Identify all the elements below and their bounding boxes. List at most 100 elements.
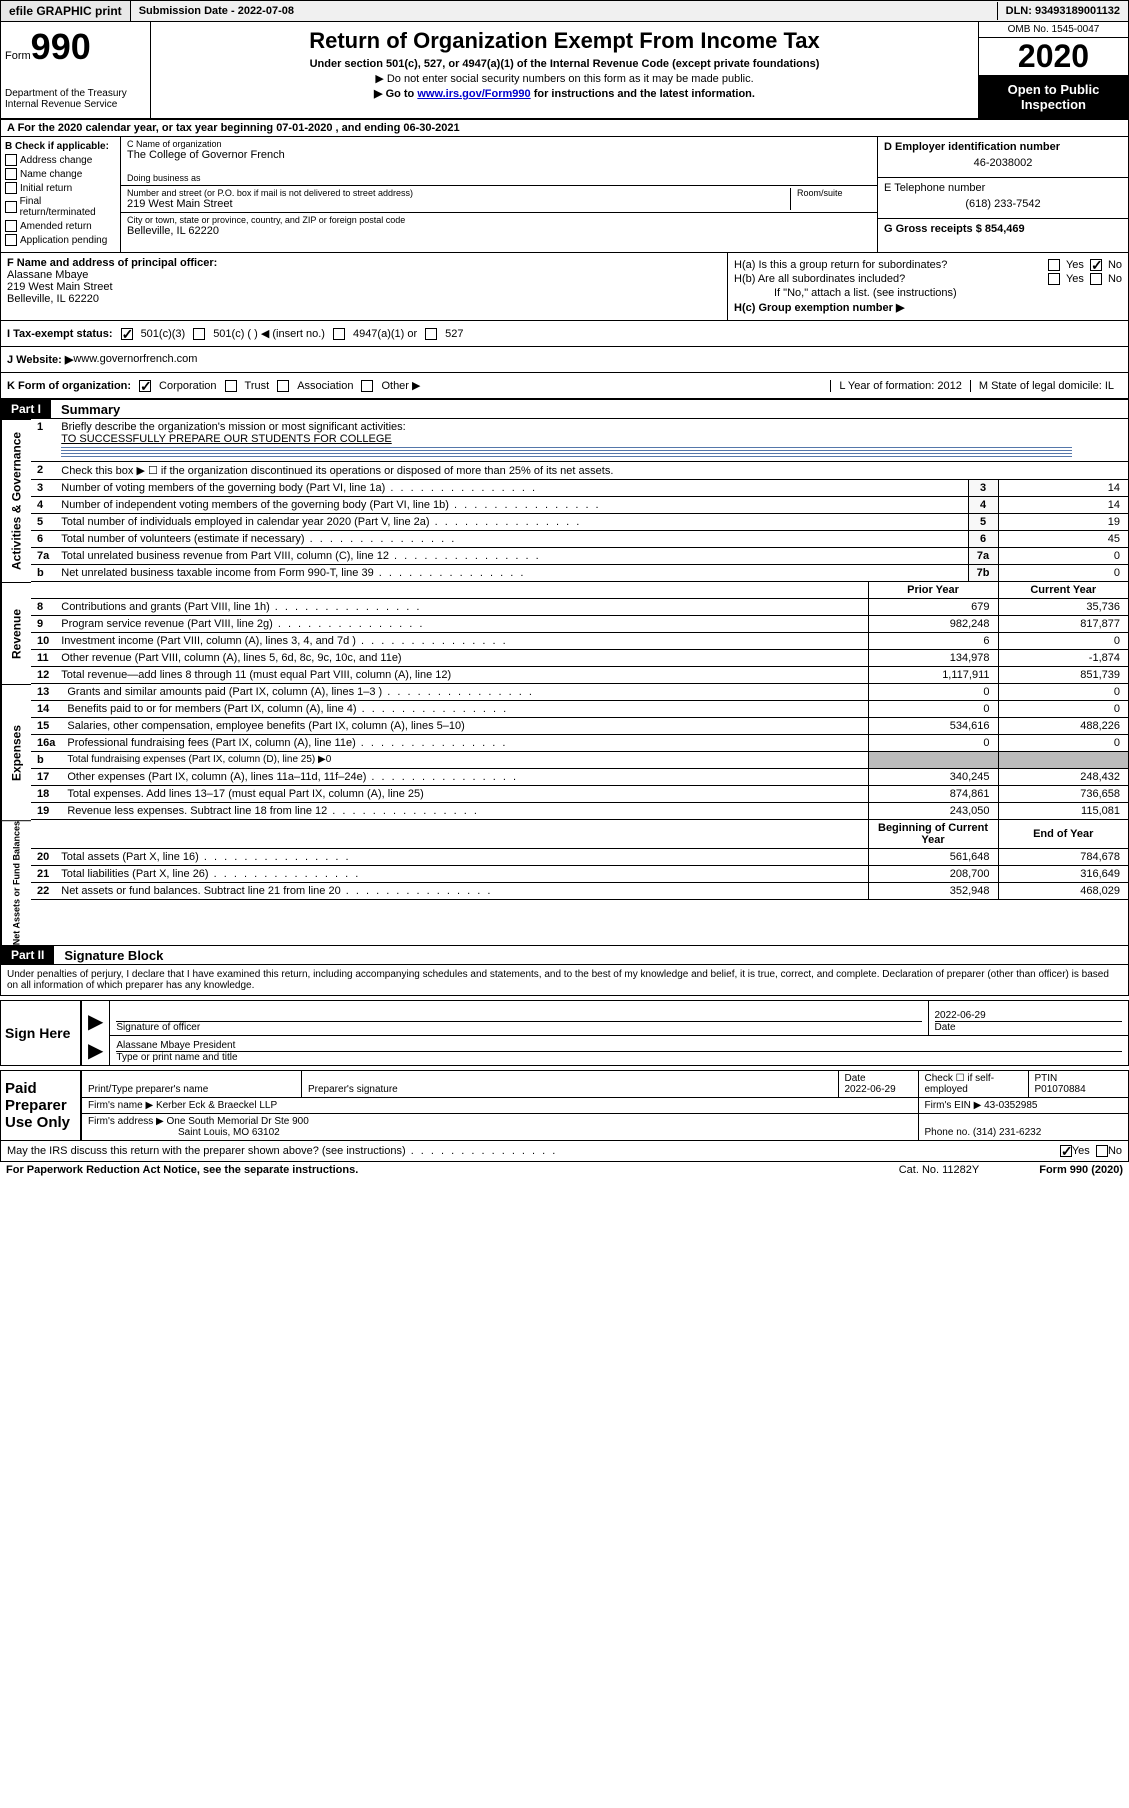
irs-link[interactable]: www.irs.gov/Form990 bbox=[417, 88, 530, 100]
lbl-yes: Yes bbox=[1066, 259, 1084, 271]
table-row: 16aProfessional fundraising fees (Part I… bbox=[31, 735, 1128, 752]
prior-val: 534,616 bbox=[868, 718, 998, 735]
chk-501c[interactable] bbox=[193, 328, 205, 340]
part1-header: Part I Summary bbox=[0, 400, 1129, 419]
section-expenses: Expenses 13Grants and similar amounts pa… bbox=[0, 684, 1129, 820]
line-desc: Total expenses. Add lines 13–17 (must eq… bbox=[61, 786, 868, 803]
table-row: 13Grants and similar amounts paid (Part … bbox=[31, 684, 1128, 701]
part1-tab: Part I bbox=[1, 400, 51, 418]
chk-ha-yes[interactable] bbox=[1048, 259, 1060, 271]
table-row: 8Contributions and grants (Part VIII, li… bbox=[31, 599, 1128, 616]
part2-title: Signature Block bbox=[54, 948, 163, 963]
curr-val: 0 bbox=[998, 633, 1128, 650]
officer-print-name: Alassane Mbaye President bbox=[116, 1040, 235, 1051]
perjury-text: Under penalties of perjury, I declare th… bbox=[0, 965, 1129, 996]
gray-cell bbox=[868, 752, 998, 769]
ptin-label: PTIN bbox=[1035, 1073, 1058, 1084]
efile-print-button[interactable]: efile GRAPHIC print bbox=[1, 1, 131, 21]
chk-final-return[interactable] bbox=[5, 201, 17, 213]
line-val: 45 bbox=[998, 531, 1128, 548]
state-domicile: M State of legal domicile: IL bbox=[970, 380, 1122, 392]
firm-addr1: One South Memorial Dr Ste 900 bbox=[167, 1116, 309, 1127]
lbl-name-change: Name change bbox=[20, 169, 82, 180]
prior-val: 874,861 bbox=[868, 786, 998, 803]
lbl-assoc: Association bbox=[297, 380, 353, 392]
self-employed-check[interactable]: Check ☐ if self-employed bbox=[918, 1071, 1028, 1098]
table-row: 7aTotal unrelated business revenue from … bbox=[31, 548, 1128, 565]
chk-501c3[interactable] bbox=[121, 328, 133, 340]
tax-status-label: I Tax-exempt status: bbox=[7, 328, 113, 340]
table-row: 12Total revenue—add lines 8 through 11 (… bbox=[31, 667, 1128, 684]
line-desc: Revenue less expenses. Subtract line 18 … bbox=[61, 803, 868, 820]
ptin-value: P01070884 bbox=[1035, 1084, 1086, 1095]
lbl-no2: No bbox=[1108, 273, 1122, 285]
line-desc: Other revenue (Part VIII, column (A), li… bbox=[55, 650, 868, 667]
side-net-assets: Net Assets or Fund Balances bbox=[1, 820, 31, 945]
box-b: B Check if applicable: Address change Na… bbox=[1, 137, 121, 252]
table-row: 4Number of independent voting members of… bbox=[31, 497, 1128, 514]
col-end-year: End of Year bbox=[998, 820, 1128, 849]
officer-name: Alassane Mbaye bbox=[7, 269, 88, 281]
box-h: H(a) Is this a group return for subordin… bbox=[728, 253, 1128, 320]
chk-other[interactable] bbox=[361, 380, 373, 392]
chk-hb-no[interactable] bbox=[1090, 273, 1102, 285]
table-row: 11Other revenue (Part VIII, column (A), … bbox=[31, 650, 1128, 667]
line-desc: Investment income (Part VIII, column (A)… bbox=[55, 633, 868, 650]
note2-pre: ▶ Go to bbox=[374, 88, 417, 100]
phone-value: (618) 233-7542 bbox=[884, 194, 1122, 214]
line-desc: Total number of volunteers (estimate if … bbox=[55, 531, 968, 548]
prior-val: 0 bbox=[868, 735, 998, 752]
firm-phone: (314) 231-6232 bbox=[973, 1127, 1041, 1138]
chk-initial-return[interactable] bbox=[5, 182, 17, 194]
lbl-527: 527 bbox=[445, 328, 463, 340]
firm-ein: 43-0352985 bbox=[984, 1100, 1037, 1111]
chk-discuss-no[interactable] bbox=[1096, 1145, 1108, 1157]
line-desc: Benefits paid to or for members (Part IX… bbox=[61, 701, 868, 718]
line1-label: Briefly describe the organization's miss… bbox=[61, 421, 405, 433]
dba-label: Doing business as bbox=[127, 173, 871, 183]
prior-val: 1,117,911 bbox=[868, 667, 998, 684]
lbl-amended: Amended return bbox=[20, 221, 92, 232]
chk-pending[interactable] bbox=[5, 234, 17, 246]
addr-label: Number and street (or P.O. box if mail i… bbox=[127, 188, 784, 198]
chk-assoc[interactable] bbox=[277, 380, 289, 392]
chk-ha-no[interactable] bbox=[1090, 259, 1102, 271]
curr-val: 115,081 bbox=[998, 803, 1128, 820]
curr-val: 248,432 bbox=[998, 769, 1128, 786]
table-row: 22Net assets or fund balances. Subtract … bbox=[31, 883, 1128, 900]
chk-corp[interactable] bbox=[139, 380, 151, 392]
chk-trust[interactable] bbox=[225, 380, 237, 392]
table-row: 9Program service revenue (Part VIII, lin… bbox=[31, 616, 1128, 633]
lbl-yes2: Yes bbox=[1066, 273, 1084, 285]
officer-addr1: 219 West Main Street bbox=[7, 281, 113, 293]
mission-text: TO SUCCESSFULLY PREPARE OUR STUDENTS FOR… bbox=[61, 433, 391, 445]
prior-val: 0 bbox=[868, 701, 998, 718]
box-b-label: B Check if applicable: bbox=[5, 141, 109, 152]
firm-phone-label: Phone no. bbox=[925, 1127, 971, 1138]
city-label: City or town, state or province, country… bbox=[127, 215, 871, 225]
table-row: bTotal fundraising expenses (Part IX, co… bbox=[31, 752, 1128, 769]
box-c: C Name of organization The College of Go… bbox=[121, 137, 878, 252]
line-val: 19 bbox=[998, 514, 1128, 531]
chk-address-change[interactable] bbox=[5, 154, 17, 166]
website-value: www.governorfrench.com bbox=[73, 353, 197, 366]
chk-discuss-yes[interactable] bbox=[1060, 1145, 1072, 1157]
chk-527[interactable] bbox=[425, 328, 437, 340]
row-a-tax-year: A For the 2020 calendar year, or tax yea… bbox=[0, 120, 1129, 137]
ein-label: D Employer identification number bbox=[884, 141, 1060, 153]
lbl-other: Other ▶ bbox=[381, 379, 420, 392]
chk-4947[interactable] bbox=[333, 328, 345, 340]
prior-val: 6 bbox=[868, 633, 998, 650]
lbl-no: No bbox=[1108, 259, 1122, 271]
form-number: 990 bbox=[31, 26, 91, 68]
officer-label: F Name and address of principal officer: bbox=[7, 257, 217, 269]
prior-val: 134,978 bbox=[868, 650, 998, 667]
prep-date-label: Date bbox=[845, 1073, 866, 1084]
chk-amended[interactable] bbox=[5, 220, 17, 232]
section-governance: Activities & Governance 1 Briefly descri… bbox=[0, 419, 1129, 582]
line-desc: Salaries, other compensation, employee b… bbox=[61, 718, 868, 735]
chk-name-change[interactable] bbox=[5, 168, 17, 180]
chk-hb-yes[interactable] bbox=[1048, 273, 1060, 285]
curr-val: 0 bbox=[998, 684, 1128, 701]
footer-form: Form 990 (2020) bbox=[1039, 1164, 1123, 1176]
